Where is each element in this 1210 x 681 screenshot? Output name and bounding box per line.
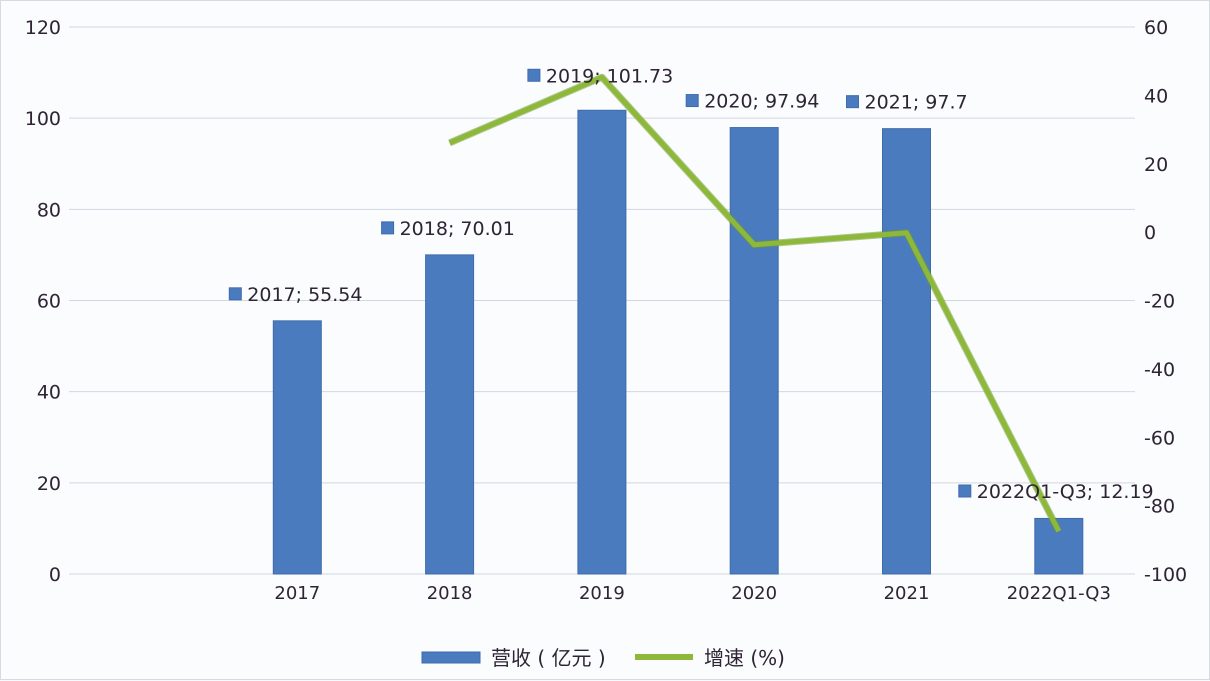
right-axis-tick: -40 bbox=[1144, 359, 1175, 381]
data-label-marker bbox=[685, 94, 699, 108]
right-axis-tick: -60 bbox=[1144, 427, 1175, 449]
legend-label-growth: 增速 (%) bbox=[704, 646, 785, 670]
data-label-marker bbox=[527, 68, 541, 82]
data-label: 2017; 55.54 bbox=[247, 284, 362, 306]
legend-bar-swatch bbox=[421, 651, 481, 664]
growth-line bbox=[448, 74, 1062, 533]
legend-line-swatch bbox=[635, 654, 693, 660]
data-label: 2021; 97.7 bbox=[865, 92, 968, 114]
data-label-marker bbox=[846, 95, 859, 109]
x-axis-label: 2017 bbox=[274, 583, 320, 604]
right-axis-tick: -20 bbox=[1144, 291, 1175, 313]
right-axis-tick: -80 bbox=[1144, 496, 1175, 518]
x-axis-label: 2020 bbox=[731, 583, 777, 604]
x-axis-label: 2021 bbox=[884, 583, 930, 604]
right-axis-tick: 40 bbox=[1144, 85, 1168, 107]
bar-2017 bbox=[272, 320, 322, 575]
data-label-marker bbox=[381, 221, 395, 235]
left-axis-tick: 0 bbox=[49, 564, 61, 586]
left-axis-tick: 60 bbox=[37, 291, 61, 313]
data-label: 2018; 70.01 bbox=[400, 218, 515, 240]
right-axis-tick: 20 bbox=[1144, 154, 1168, 176]
left-axis-tick: 40 bbox=[37, 382, 61, 404]
left-axis-tick: 120 bbox=[25, 17, 61, 39]
left-axis-tick: 20 bbox=[37, 473, 61, 495]
bar-2021 bbox=[882, 128, 931, 575]
left-axis-tick: 80 bbox=[37, 199, 61, 221]
x-axis-label: 2018 bbox=[427, 583, 473, 604]
x-axis-label: 2022Q1-Q3 bbox=[1007, 583, 1111, 604]
bar-2019 bbox=[577, 109, 627, 575]
right-axis-tick: 60 bbox=[1144, 17, 1168, 39]
x-axis-label: 2019 bbox=[579, 583, 625, 604]
bar-2018 bbox=[425, 254, 475, 575]
right-axis-tick: -100 bbox=[1144, 564, 1187, 586]
data-label: 2020; 97.94 bbox=[704, 91, 819, 113]
bar-2020 bbox=[729, 127, 779, 575]
right-axis-tick: 0 bbox=[1144, 222, 1156, 244]
data-label-marker bbox=[228, 287, 242, 301]
left-axis-tick: 100 bbox=[25, 108, 61, 130]
data-label: 2019; 101.73 bbox=[546, 65, 673, 87]
data-label-marker bbox=[958, 484, 972, 498]
legend-label-revenue: 营收 ( 亿元 ) bbox=[491, 646, 606, 670]
data-label: 2022Q1-Q3; 12.19 bbox=[977, 481, 1154, 503]
